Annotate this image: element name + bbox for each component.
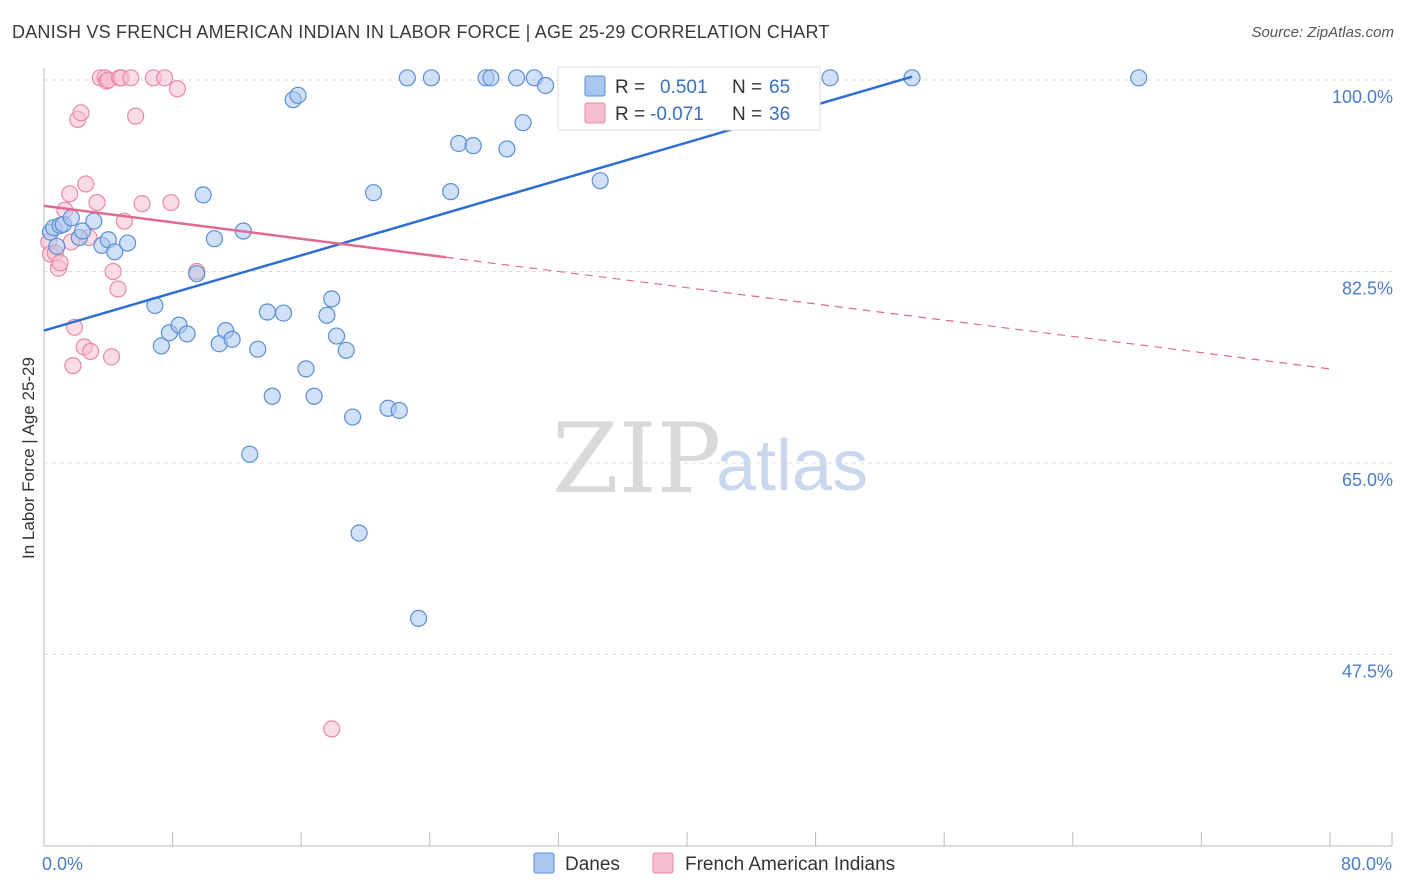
french-point <box>133 195 151 213</box>
french-point <box>323 720 341 738</box>
danes-point <box>821 69 839 87</box>
danes-point <box>327 327 346 345</box>
danes-swatch <box>584 75 606 97</box>
grid-lines <box>44 79 1392 655</box>
danes-point <box>274 304 293 322</box>
danes-point <box>536 76 555 95</box>
danes-point <box>350 524 368 542</box>
legend-french-swatch <box>652 852 674 874</box>
danes-point <box>249 340 267 358</box>
danes-point <box>482 69 500 87</box>
danes-r-label: R = <box>615 77 645 98</box>
x-axis-ticks <box>43 832 1393 846</box>
danes-point <box>337 341 355 359</box>
danes-point <box>422 69 441 87</box>
french-point <box>127 107 145 125</box>
danes-point <box>48 237 66 255</box>
stats-legend: R = 0.501 N = 65 R = -0.071 N = 36 <box>557 66 821 131</box>
danes-r-value: 0.501 <box>660 77 708 98</box>
danes-point <box>498 140 516 158</box>
y-tick-label: 47.5% <box>1342 662 1393 682</box>
danes-point <box>1130 69 1148 87</box>
watermark-zip: ZIP <box>552 403 721 515</box>
french-point <box>61 185 79 203</box>
series-legend: Danes French American Indians <box>533 852 895 875</box>
x-tick-label-max: 80.0% <box>1341 854 1392 874</box>
danes-point <box>152 337 170 355</box>
y-tick-label: 82.5% <box>1342 279 1393 299</box>
french-point <box>51 254 69 272</box>
french-point <box>122 69 140 87</box>
danes-n-label: N = <box>732 77 762 98</box>
danes-point <box>390 401 408 420</box>
french-point <box>104 262 122 281</box>
danes-point <box>289 86 307 104</box>
danes-point <box>85 212 103 230</box>
danes-point <box>305 387 323 405</box>
danes-point <box>514 114 532 132</box>
chart-title: DANISH VS FRENCH AMERICAN INDIAN IN LABO… <box>12 22 830 42</box>
danes-point <box>364 184 383 202</box>
danes-point <box>223 330 241 348</box>
danes-point <box>318 306 336 324</box>
y-tick-label: 65.0% <box>1342 470 1393 490</box>
danes-point <box>442 183 460 201</box>
danes-point <box>106 243 124 261</box>
french-point <box>102 348 121 366</box>
french-point <box>64 357 82 375</box>
french-trendline-extension <box>445 256 1331 370</box>
danes-point <box>205 230 223 248</box>
danes-point <box>241 445 259 463</box>
danes-point <box>508 69 526 87</box>
danes-point <box>409 609 428 627</box>
y-axis-label: In Labor Force | Age 25-29 <box>19 357 38 559</box>
french-point <box>109 280 127 298</box>
legend-danes-label: Danes <box>565 854 620 875</box>
french-point <box>88 193 106 212</box>
french-trendline <box>43 204 447 259</box>
danes-point <box>297 360 315 378</box>
danes-point <box>591 172 609 190</box>
french-point <box>72 104 90 122</box>
french-point <box>168 80 187 98</box>
french-n-value: 36 <box>769 104 790 125</box>
danes-point <box>398 69 416 87</box>
french-point <box>155 69 174 87</box>
french-point <box>82 342 100 360</box>
axes <box>43 68 1392 847</box>
danes-point <box>118 234 137 252</box>
danes-point <box>258 303 277 321</box>
legend-danes-swatch <box>533 852 555 874</box>
danes-point <box>344 408 362 426</box>
french-point <box>77 175 95 193</box>
danes-point <box>464 137 482 155</box>
danes-point <box>62 209 80 227</box>
source-label: Source: ZipAtlas.com <box>1251 24 1394 41</box>
danes-point <box>188 265 206 283</box>
danes-point <box>178 325 196 343</box>
french-r-value: -0.071 <box>650 104 704 125</box>
danes-point <box>263 387 281 405</box>
french-n-label: N = <box>732 104 762 125</box>
y-tick-label: 100.0% <box>1332 87 1393 107</box>
watermark: ZIP atlas <box>552 403 868 515</box>
french-point <box>162 193 180 212</box>
danes-point <box>450 134 468 153</box>
danes-point <box>323 290 341 308</box>
danes-n-value: 65 <box>769 77 790 98</box>
danes-points <box>41 69 1148 627</box>
french-r-label: R = <box>615 104 645 125</box>
y-axis-tick-labels: 100.0% 82.5% 65.0% 47.5% <box>1332 87 1393 682</box>
french-swatch <box>584 102 606 124</box>
danes-point <box>73 222 92 240</box>
watermark-atlas: atlas <box>716 426 868 506</box>
legend-french-label: French American Indians <box>685 854 895 875</box>
x-tick-label-min: 0.0% <box>42 854 83 874</box>
french-points <box>40 69 341 738</box>
danes-point <box>194 186 212 204</box>
